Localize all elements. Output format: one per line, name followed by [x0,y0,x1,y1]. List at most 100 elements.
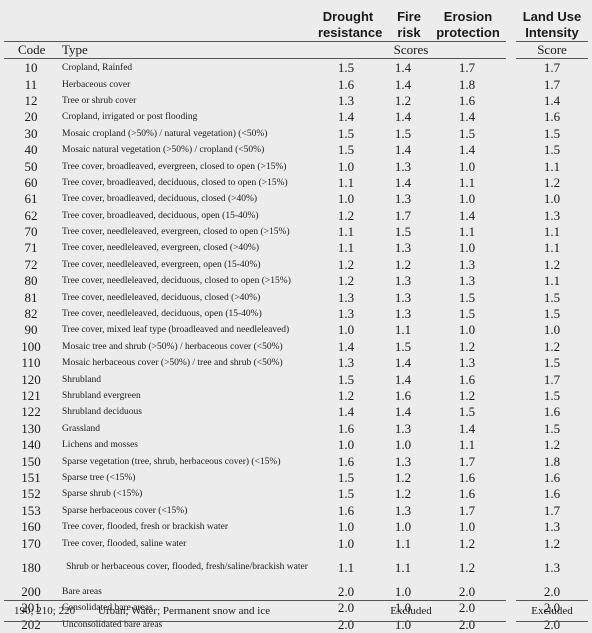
type-cell: Sparse tree (<15%) [62,472,136,483]
table-row: 170 Tree cover, flooded, saline water 1.0 1… [0,535,592,551]
footer-score-excluded: Excluded [531,605,573,617]
header-drought: Drought resistance [318,9,383,40]
drought-cell: 2.0 [337,583,355,599]
erosion-cell: 1.2 [458,535,476,551]
erosion-cell: 2.0 [458,600,476,616]
erosion-cell: 1.5 [458,306,476,322]
drought-cell: 2.0 [337,600,355,616]
bottom-rule-main [4,600,506,601]
code-cell: 122 [21,404,41,420]
code-cell: 72 [24,256,38,272]
code-cell: 153 [21,502,41,518]
landuse-cell: 1.5 [543,306,561,322]
erosion-cell: 1.4 [458,142,476,158]
fire-cell: 1.2 [394,92,412,108]
footer-rule-main [4,621,506,622]
type-cell: Grassland [62,423,100,434]
erosion-cell: 1.0 [458,191,476,207]
erosion-cell: 1.2 [458,388,476,403]
fire-cell: 1.4 [394,76,412,92]
table-row: 60 Tree cover, broadleaved, deciduous, cl… [0,175,592,191]
drought-cell: 1.0 [337,437,355,453]
code-cell: 130 [21,420,41,436]
erosion-cell: 1.5 [458,404,476,420]
table-row: 30 Mosaic cropland (>50%) / natural veget… [0,126,592,142]
subheader-score: Score [537,42,567,57]
landuse-cell: 1.1 [543,224,561,240]
drought-cell: 1.4 [337,404,355,420]
code-cell: 62 [24,207,38,223]
bottom-rule-landuse [516,600,588,601]
type-cell: Tree cover, needleleaved, evergreen, clo… [62,243,259,254]
landuse-cell: 1.5 [543,125,561,141]
table-row: 180 Shrub or herbaceous cover, flooded, f… [0,552,592,584]
table-row: 100 Mosaic tree and shrub (>50%) / herbac… [0,339,592,355]
code-cell: 90 [24,322,38,338]
fire-cell: 1.3 [394,502,412,518]
fire-cell: 1.7 [394,207,412,223]
fire-cell: 1.1 [394,559,412,575]
code-cell: 121 [21,388,41,403]
drought-cell: 1.0 [337,322,355,338]
header-erosion: Erosion protection [436,9,500,40]
subheader-scores: Scores [393,42,429,57]
type-cell: Herbaceous cover [62,79,131,90]
fire-cell: 1.0 [394,583,412,599]
type-cell: Shrubland deciduous [62,407,142,418]
header-fire: Fire risk [397,9,421,40]
landuse-cell: 1.6 [543,469,561,485]
landuse-cell: 1.2 [543,338,561,354]
erosion-cell: 1.4 [458,109,476,125]
landuse-cell: 1.1 [543,158,561,174]
code-cell: 201 [21,600,41,616]
landuse-cell: 1.5 [543,388,561,403]
type-cell: Unconsolidated bare areas [62,619,163,630]
erosion-cell: 2.0 [458,616,476,632]
landuse-cell: 1.2 [543,174,561,190]
drought-cell: 1.2 [337,207,355,223]
footer-codes: 190; 210; 220 [14,605,76,617]
fire-cell: 1.3 [394,289,412,305]
erosion-cell: 1.7 [458,502,476,518]
code-cell: 140 [21,437,41,453]
fire-cell: 1.1 [394,322,412,338]
table-row: 160 Tree cover, flooded, fresh or brackis… [0,519,592,535]
landuse-cell: 1.3 [543,559,561,575]
type-cell: Sparse herbaceous cover (<15%) [62,505,188,516]
type-cell: Tree cover, needleleaved, evergreen, ope… [62,259,261,270]
code-cell: 80 [24,273,38,289]
fire-cell: 1.6 [394,388,412,403]
table-row: 200 Bare areas 2.0 1.0 2.0 2.0 [0,584,592,600]
table-row: 150 Sparse vegetation (tree, shrub, herba… [0,453,592,469]
erosion-cell: 1.2 [458,559,476,575]
code-cell: 160 [21,519,41,535]
code-cell: 30 [24,125,38,141]
drought-cell: 1.6 [337,420,355,436]
table-body: 10 Cropland, Rainfed 1.5 1.4 1.7 1.7 11 Herbace… [0,60,592,633]
erosion-cell: 1.7 [458,453,476,469]
landuse-cell: 1.1 [543,273,561,289]
landuse-cell: 1.6 [543,404,561,420]
drought-cell: 1.6 [337,76,355,92]
drought-cell: 1.1 [337,240,355,256]
table-row: 140 Lichens and mosses 1.0 1.0 1.1 1.2 [0,437,592,453]
table-row: 120 Shrubland 1.5 1.4 1.6 1.7 [0,371,592,387]
table-row: 122 Shrubland deciduous 1.4 1.4 1.5 1.6 [0,404,592,420]
landuse-cell: 1.5 [543,289,561,305]
drought-cell: 1.2 [337,388,355,403]
table-row: 40 Mosaic natural vegetation (>50%) / cro… [0,142,592,158]
type-cell: Tree cover, mixed leaf type (broadleaved… [62,325,290,336]
type-cell: Cropland, irrigated or post flooding [62,112,198,123]
drought-cell: 1.3 [337,306,355,322]
drought-cell: 1.5 [337,125,355,141]
type-cell: Tree cover, flooded, fresh or brackish w… [62,522,228,533]
fire-cell: 1.2 [394,486,412,502]
fire-cell: 1.5 [394,224,412,240]
subheader-rule-landuse [516,58,588,59]
fire-cell: 1.3 [394,240,412,256]
type-cell: Tree cover, broadleaved, deciduous, open… [62,210,259,221]
type-cell: Sparse shrub (<15%) [62,489,143,500]
landuse-cell: 1.3 [543,207,561,223]
erosion-cell: 1.0 [458,240,476,256]
table-row: 70 Tree cover, needleleaved, evergreen, c… [0,224,592,240]
